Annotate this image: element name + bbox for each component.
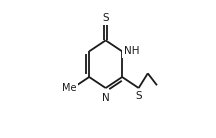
Text: S: S	[102, 13, 109, 23]
Text: S: S	[135, 91, 142, 101]
Text: Me: Me	[62, 83, 76, 93]
Text: NH: NH	[124, 46, 140, 56]
Text: N: N	[102, 93, 110, 103]
